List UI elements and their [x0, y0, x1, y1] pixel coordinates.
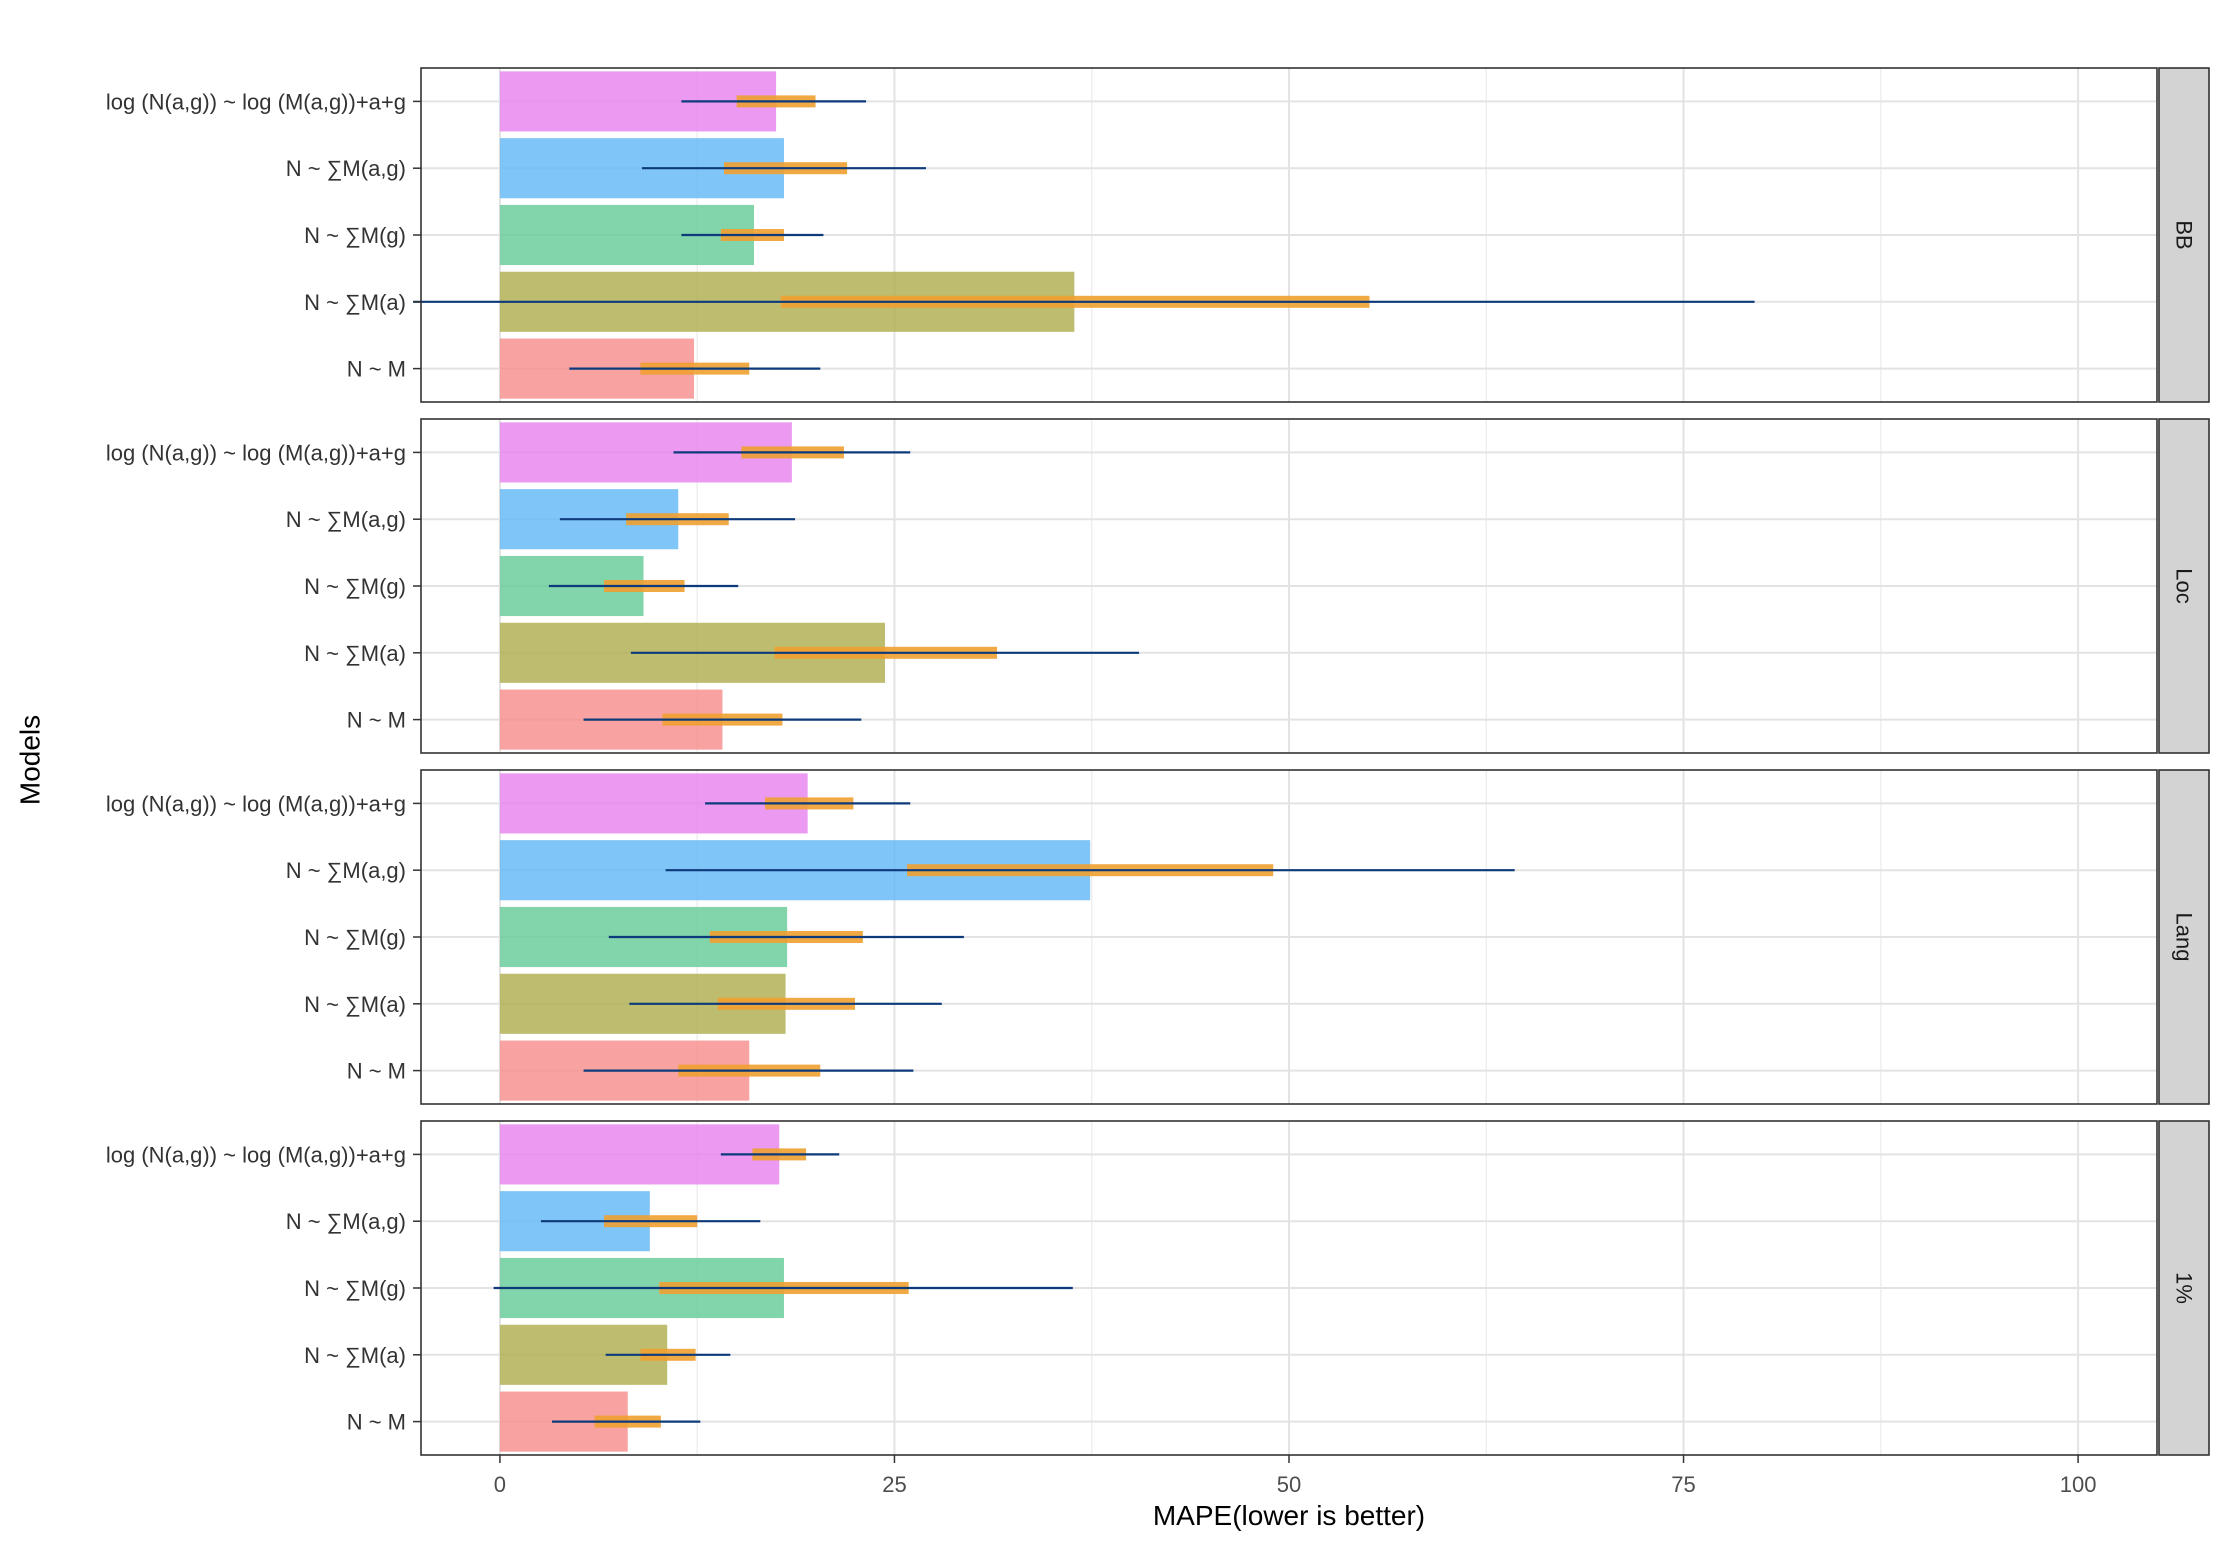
category-label: N ~ ∑M(a) — [304, 290, 406, 315]
panel-border — [420, 418, 2158, 754]
facet-label: Lang — [2172, 913, 2197, 962]
x-tick-label: 75 — [1671, 1472, 1695, 1497]
facet-strip — [2158, 769, 2210, 1105]
category-label: N ~ ∑M(g) — [304, 925, 406, 950]
category-label: N ~ M — [347, 708, 406, 733]
category-label: N ~ ∑M(a) — [304, 992, 406, 1017]
category-label: N ~ ∑M(g) — [304, 574, 406, 599]
category-label: N ~ ∑M(a,g) — [286, 507, 406, 532]
category-label: log (N(a,g)) ~ log (M(a,g))+a+g — [106, 89, 406, 114]
y-axis-title: Models — [15, 715, 46, 805]
category-label: N ~ ∑M(a,g) — [286, 1209, 406, 1234]
category-label: N ~ ∑M(a,g) — [286, 156, 406, 181]
facet-label: Loc — [2172, 568, 2197, 603]
panel-border — [420, 67, 2158, 403]
x-tick-label: 25 — [882, 1472, 906, 1497]
facet-label: 1% — [2172, 1272, 2197, 1304]
category-label: N ~ ∑M(g) — [304, 1276, 406, 1301]
category-label: N ~ ∑M(g) — [304, 223, 406, 248]
panel-border — [420, 769, 2158, 1105]
category-label: log (N(a,g)) ~ log (M(a,g))+a+g — [106, 791, 406, 816]
facet-strip — [2158, 67, 2210, 403]
facet-strip — [2158, 418, 2210, 754]
x-tick-label: 100 — [2060, 1472, 2097, 1497]
category-label: N ~ ∑M(a) — [304, 641, 406, 666]
x-axis-title: MAPE(lower is better) — [1153, 1500, 1425, 1531]
category-label: log (N(a,g)) ~ log (M(a,g))+a+g — [106, 440, 406, 465]
facet-label: BB — [2172, 220, 2197, 249]
x-tick-label: 50 — [1277, 1472, 1301, 1497]
category-label: N ~ M — [347, 1059, 406, 1084]
category-label: N ~ M — [347, 357, 406, 382]
category-label: N ~ M — [347, 1410, 406, 1435]
category-label: log (N(a,g)) ~ log (M(a,g))+a+g — [106, 1142, 406, 1167]
category-label: N ~ ∑M(a,g) — [286, 858, 406, 883]
category-label: N ~ ∑M(a) — [304, 1343, 406, 1368]
x-tick-label: 0 — [494, 1472, 506, 1497]
facet-strip — [2158, 1120, 2210, 1456]
